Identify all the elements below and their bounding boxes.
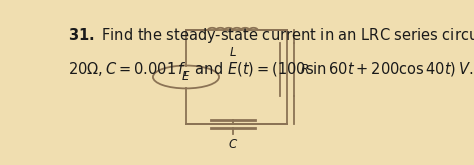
- Text: $R$: $R$: [300, 63, 309, 76]
- Text: $E$: $E$: [181, 70, 191, 83]
- Text: $L$: $L$: [229, 47, 237, 59]
- Text: $20\Omega, C = 0.001\,f,$ and $E(t) = (100\sin 60t + 200\cos 40t)\,V.$: $20\Omega, C = 0.001\,f,$ and $E(t) = (1…: [68, 60, 474, 78]
- Text: $C$: $C$: [228, 138, 238, 151]
- Text: $\mathbf{31.}$ Find the steady-state current in an LRC series circuit when $L = : $\mathbf{31.}$ Find the steady-state cur…: [68, 24, 474, 49]
